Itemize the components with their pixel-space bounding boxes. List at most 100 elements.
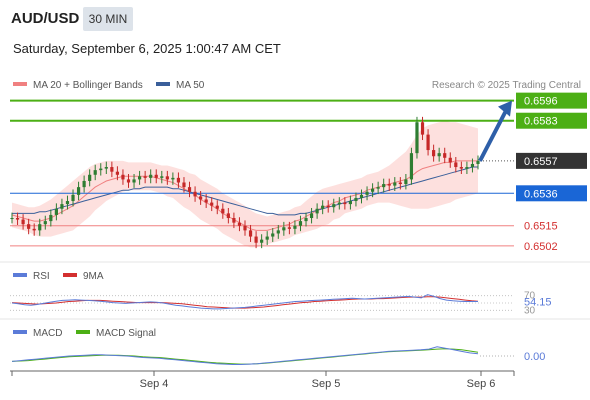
- candle-body: [154, 174, 158, 178]
- candle-body: [93, 170, 97, 175]
- candle-body: [432, 150, 436, 157]
- forecast-arrow-head: [498, 100, 512, 117]
- candle-body: [10, 218, 14, 220]
- legend-ma50: MA 50: [156, 80, 204, 91]
- candle-body: [15, 218, 20, 220]
- level-label-1: 0.6583: [524, 116, 558, 128]
- legend-rsi-ma: 9MA: [63, 271, 104, 282]
- candle-body: [404, 179, 408, 185]
- candle-body: [71, 194, 75, 202]
- candle-body: [465, 167, 469, 169]
- candle-body: [315, 208, 319, 214]
- candle-body: [226, 213, 230, 219]
- candle-body: [82, 180, 86, 188]
- symbol-title: AUD/USD: [11, 10, 80, 27]
- forecast-arrow-shaft: [478, 109, 508, 162]
- candle-body: [199, 196, 203, 200]
- research-credit: Research © 2025 Trading Central: [431, 80, 581, 91]
- forecast-arrow-layer: [478, 100, 512, 162]
- macd-signal-line: [11, 348, 479, 365]
- legend-macd: MACD: [13, 328, 62, 339]
- candle-body: [448, 157, 452, 163]
- candle-body: [132, 179, 136, 183]
- candle-body: [387, 184, 391, 186]
- candle-body: [321, 205, 325, 209]
- legend-macd-signal-label: MACD Signal: [96, 328, 157, 339]
- candle-body: [437, 153, 441, 157]
- level-tag-0: [516, 92, 587, 109]
- macd-swatch: [13, 330, 27, 335]
- x-tick-label: Sep 5: [312, 378, 341, 390]
- level-label-2: 0.6557: [524, 156, 558, 168]
- legend-rsi-ma-label: 9MA: [83, 271, 104, 282]
- candle-body: [160, 176, 164, 178]
- candle-body: [271, 233, 275, 237]
- candle-body: [476, 160, 480, 164]
- candle-body: [304, 218, 308, 222]
- candle-body: [398, 182, 402, 185]
- macd-signal-swatch: [76, 330, 90, 335]
- candle-body: [260, 239, 264, 243]
- candle-body: [32, 228, 36, 231]
- candle-body: [265, 236, 269, 240]
- rsi-ma-line: [11, 296, 479, 309]
- candle-body: [232, 218, 236, 223]
- ma50-swatch: [156, 82, 170, 87]
- candle-body: [443, 153, 447, 158]
- candle-body: [354, 197, 358, 202]
- candle-body: [243, 225, 247, 231]
- legend-rsi-label: RSI: [33, 271, 50, 282]
- datetime-label: Saturday, September 6, 2025 1:00:47 AM C…: [13, 41, 281, 56]
- legend-rsi: RSI: [13, 271, 50, 282]
- legend-bollinger-label: MA 20 + Bollinger Bands: [33, 80, 143, 91]
- chart-header: AUD/USD 30 MIN Saturday, September 6, 20…: [0, 0, 590, 76]
- candle-body: [49, 214, 53, 222]
- rsi-swatch: [13, 273, 27, 278]
- timeframe-badge[interactable]: 30 MIN: [83, 7, 133, 31]
- candle-body: [165, 176, 169, 180]
- candle-body: [276, 230, 280, 234]
- candle-body: [54, 208, 58, 215]
- x-tick-label: Sep 6: [467, 378, 496, 390]
- candle-body: [326, 205, 330, 208]
- candle-body: [254, 236, 258, 243]
- candle-body: [221, 208, 225, 214]
- legend-macd-label: MACD: [33, 328, 63, 339]
- level-tag-1: [516, 112, 587, 129]
- candle-body: [370, 188, 375, 192]
- candle-body: [99, 168, 103, 171]
- candle-body: [126, 179, 131, 183]
- candle-body: [193, 191, 197, 197]
- candle-body: [470, 163, 475, 168]
- candle-body: [65, 201, 70, 205]
- candle-body: [426, 134, 430, 151]
- candle-body: [204, 199, 208, 203]
- rsi-upper-label: 70: [524, 291, 536, 302]
- level-tag-2: [516, 152, 587, 169]
- candles-layer: [10, 116, 480, 249]
- candle-body: [143, 176, 147, 178]
- candle-body: [293, 225, 297, 229]
- candle-body: [38, 224, 42, 231]
- candle-body: [420, 122, 425, 135]
- candle-body: [454, 162, 458, 168]
- legend-bollinger: MA 20 + Bollinger Bands: [13, 80, 143, 91]
- x-tick-label: Sep 4: [140, 378, 169, 390]
- level-label-4: 0.6515: [524, 221, 558, 233]
- candle-body: [137, 176, 142, 180]
- candle-body: [27, 224, 31, 229]
- candle-body: [43, 221, 47, 225]
- rsi-value-label: 54.15: [524, 297, 552, 309]
- x-axis: Sep 4 Sep 5 Sep 6: [10, 370, 515, 390]
- candle-body: [104, 167, 108, 169]
- macd-line: [11, 346, 479, 365]
- candle-body: [298, 221, 303, 226]
- candle-body: [21, 219, 25, 225]
- candle-body: [88, 174, 92, 181]
- bollinger-swatch: [13, 82, 27, 87]
- level-labels-layer: 0.6596 0.6583 0.6557 0.6536 0.6515 0.6502: [516, 92, 587, 253]
- candle-body: [287, 227, 291, 229]
- candle-body: [248, 230, 253, 237]
